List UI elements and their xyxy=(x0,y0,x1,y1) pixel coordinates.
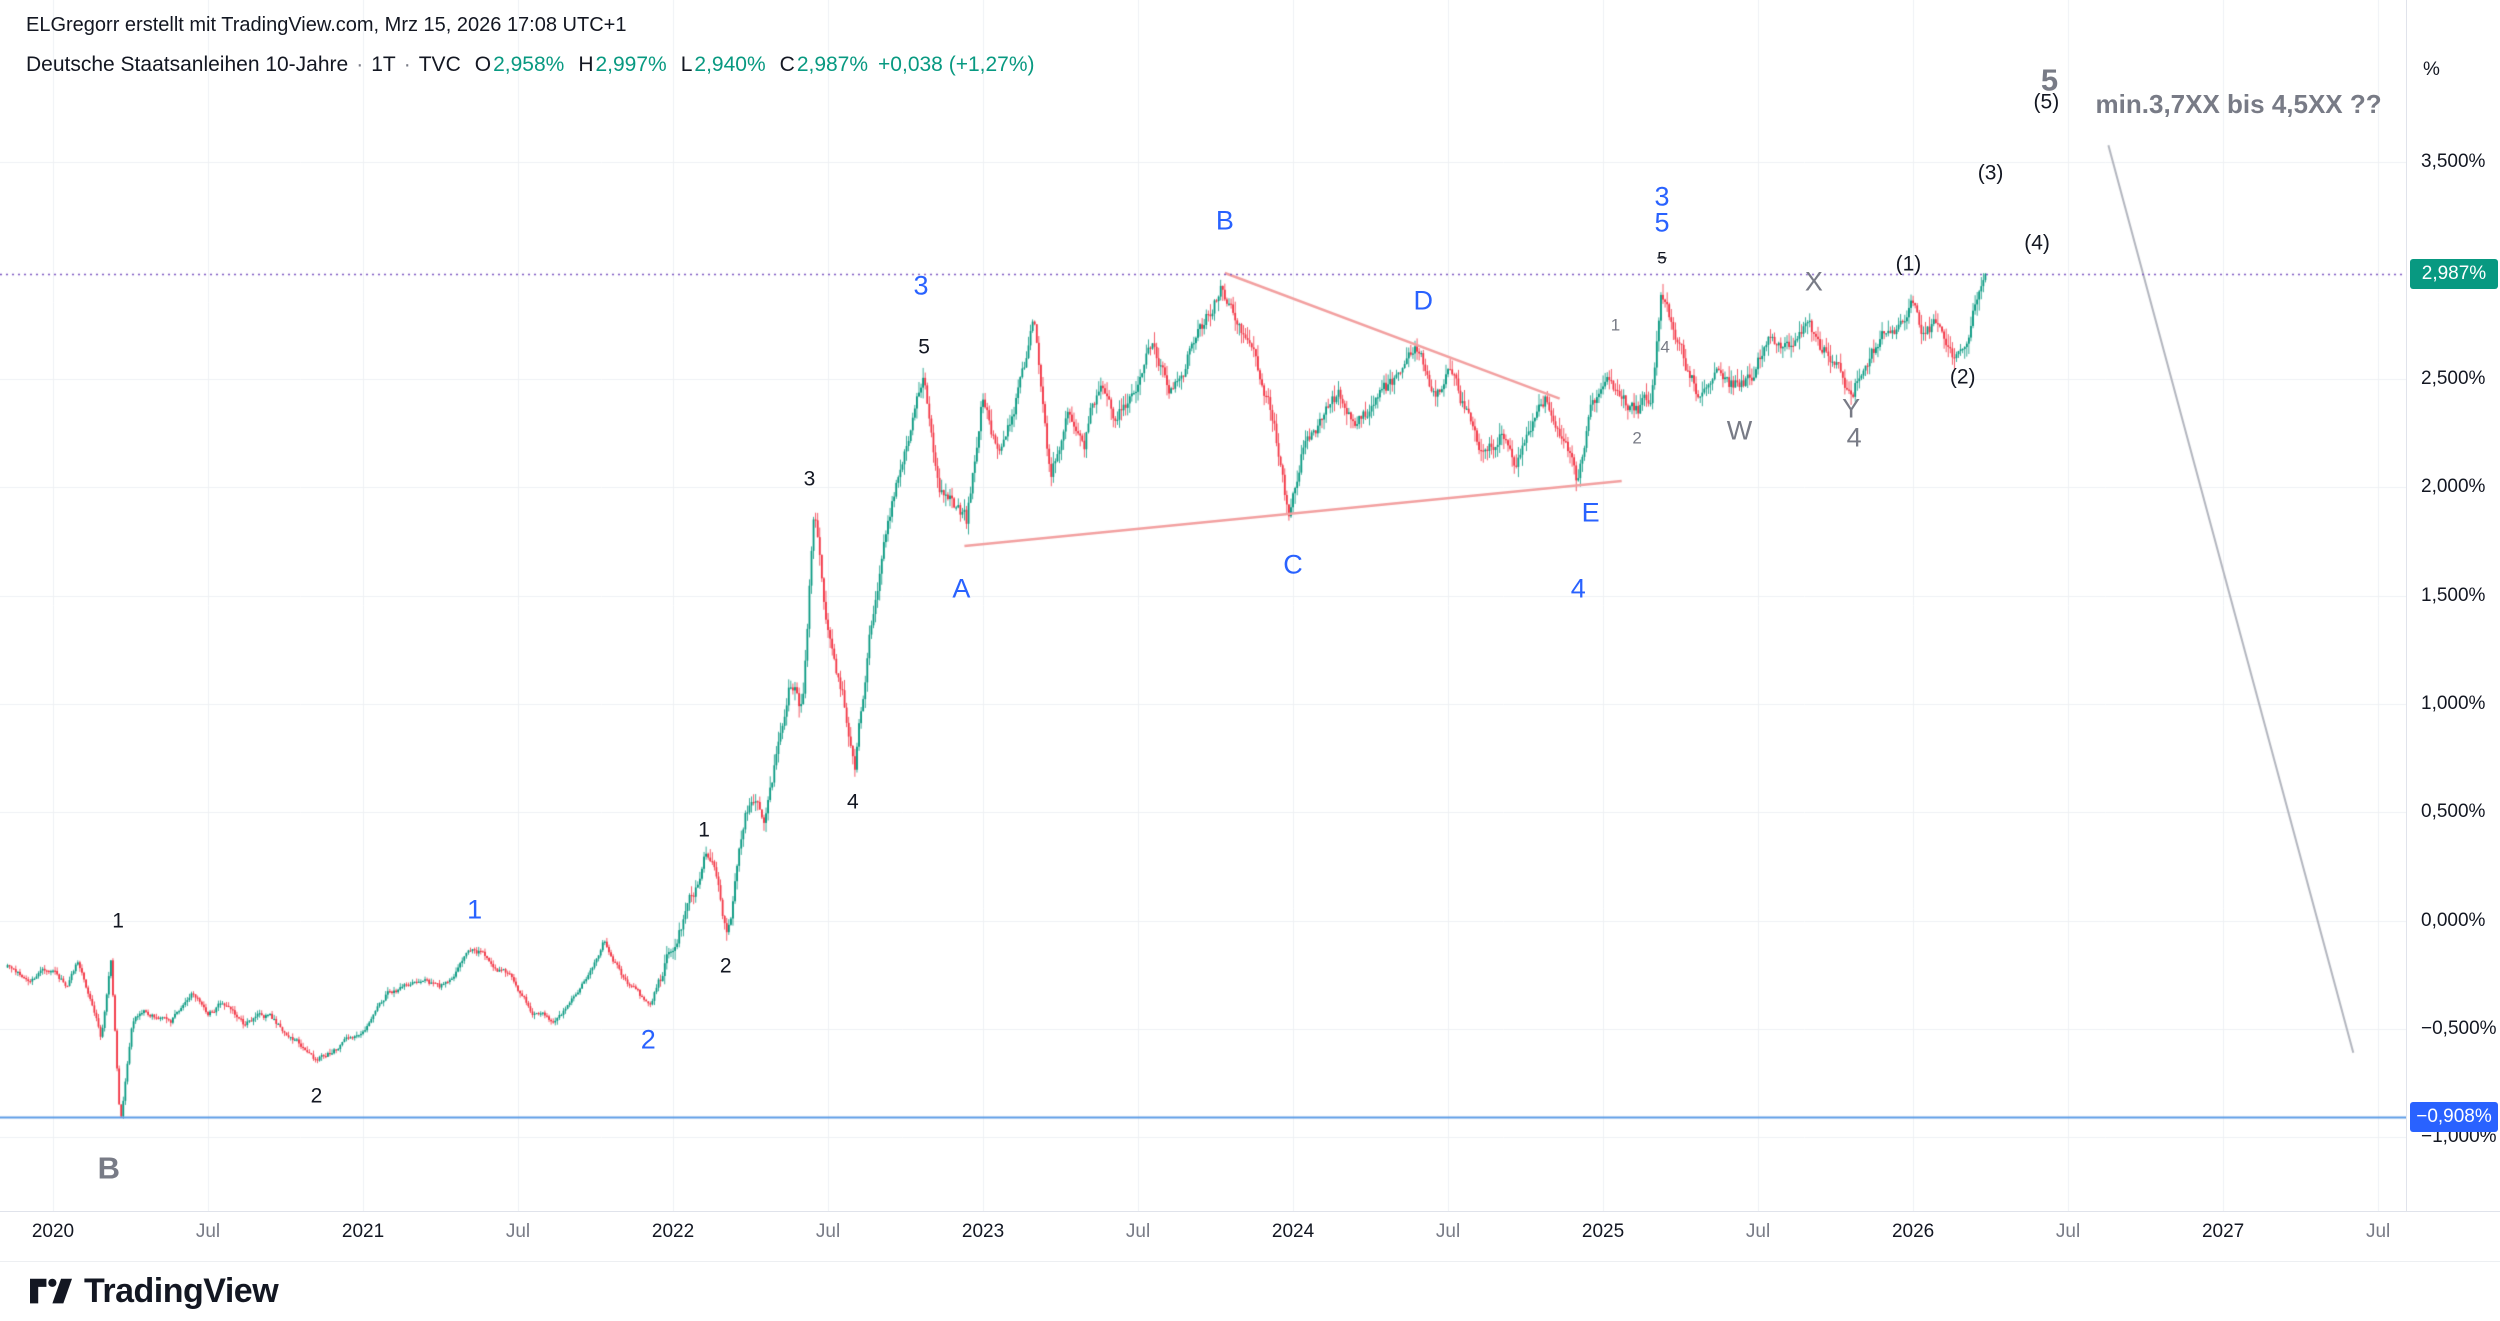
time-tick-label: 2020 xyxy=(31,1221,75,1242)
time-tick-label: Jul xyxy=(815,1221,841,1242)
open-value: 2,958% xyxy=(493,53,565,76)
interval-label[interactable]: 1T xyxy=(371,53,396,76)
footer-bar: TradingView xyxy=(0,1261,2500,1321)
tradingview-wordmark[interactable]: TradingView xyxy=(84,1272,279,1310)
chart-header: ELGregorr erstellt mit TradingView.com, … xyxy=(26,14,1035,77)
time-tick-label: Jul xyxy=(505,1221,531,1242)
attribution-text: ELGregorr erstellt mit TradingView.com, … xyxy=(26,14,627,36)
high-value: 2,997% xyxy=(595,53,667,76)
low-value: 2,940% xyxy=(694,53,766,76)
time-tick-label: Jul xyxy=(2055,1221,2081,1242)
price-tick-label: 3,500% xyxy=(2421,151,2486,173)
symbol-name[interactable]: Deutsche Staatsanleihen 10-Jahre xyxy=(26,53,349,76)
time-axis[interactable]: 2020 Jul 2021 Jul 2022 Jul 2023 Jul 2024 Jul 2025 J… xyxy=(0,1211,2500,1262)
time-tick-label: 2024 xyxy=(1271,1221,1315,1242)
time-tick-label: Jul xyxy=(2365,1221,2391,1242)
change-value: +0,038 (+1,27%) xyxy=(878,53,1035,76)
separator-dot: · xyxy=(356,53,364,76)
exchange-label: TVC xyxy=(418,53,461,76)
time-tick-label: 2027 xyxy=(2201,1221,2245,1242)
price-tick-label: 2,500% xyxy=(2421,368,2486,390)
open-label: O xyxy=(474,53,492,76)
time-tick-label: 2022 xyxy=(651,1221,695,1242)
separator-dot: · xyxy=(403,53,411,76)
percent-symbol: % xyxy=(2423,59,2440,80)
time-tick-label: Jul xyxy=(195,1221,221,1242)
symbol-info-row: Deutsche Staatsanleihen 10-Jahre · 1T · TVC O… xyxy=(26,53,1035,77)
time-tick-label: 2025 xyxy=(1581,1221,1625,1242)
tradingview-logo-icon[interactable] xyxy=(30,1278,72,1305)
time-tick-label: 2023 xyxy=(961,1221,1005,1242)
price-tick-label: 1,500% xyxy=(2421,584,2486,606)
price-badge: 2,987% xyxy=(2410,258,2498,289)
price-tick-label: −0,500% xyxy=(2421,1018,2497,1040)
time-tick-label: Jul xyxy=(1745,1221,1771,1242)
price-tick-label: 1,000% xyxy=(2421,693,2486,715)
time-tick-label: Jul xyxy=(1125,1221,1151,1242)
price-tick-label: 0,500% xyxy=(2421,801,2486,823)
time-tick-label: Jul xyxy=(1435,1221,1461,1242)
price-tick-label: 2,000% xyxy=(2421,476,2486,498)
time-tick-label: 2026 xyxy=(1891,1221,1935,1242)
price-badge: −0,908% xyxy=(2410,1102,2498,1133)
high-label: H xyxy=(578,53,594,76)
time-tick-label: 2021 xyxy=(341,1221,385,1242)
price-axis[interactable]: % 3,500% 2,500% 2,000% 1,500% 1,000% 0,500% 0,… xyxy=(2406,0,2500,1211)
price-chart-canvas[interactable] xyxy=(0,0,2406,1211)
low-label: L xyxy=(680,53,693,76)
price-tick-label: 0,000% xyxy=(2421,909,2486,931)
close-value: 2,987% xyxy=(796,53,869,76)
close-label: C xyxy=(779,53,795,76)
